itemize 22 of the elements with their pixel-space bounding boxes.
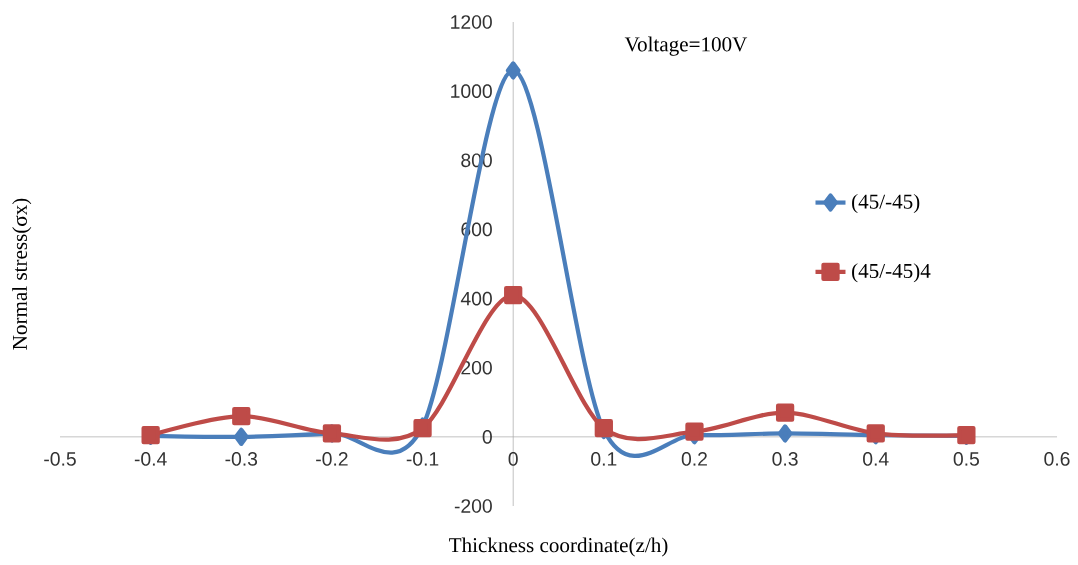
x-tick-label: 0.4 [863, 452, 889, 466]
x-axis-title: Thickness coordinate(z/h) [449, 537, 668, 557]
x-tick-label: 0.3 [772, 452, 798, 466]
y-tick-label: 1200 [451, 15, 492, 29]
x-tick-label: -0.2 [316, 452, 348, 466]
y-tick-label: -200 [454, 499, 492, 513]
y-tick-label: 1000 [451, 84, 492, 98]
x-tick-label: 0 [508, 452, 518, 466]
x-tick-label: -0.5 [44, 452, 76, 466]
y-axis-title: Normal stress(σx) [12, 198, 32, 350]
x-tick-label: -0.4 [134, 452, 167, 466]
x-tick-label: 0.2 [681, 452, 707, 466]
legend-label: (45/-45) [852, 193, 920, 214]
annotation: Voltage=100V [624, 36, 748, 56]
y-tick-label: 0 [482, 430, 492, 444]
x-tick-label: 0.1 [591, 452, 617, 466]
legend-label: (45/-45)4 [852, 263, 931, 283]
y-tick-label: 400 [460, 291, 492, 306]
x-tick-label: -0.1 [406, 452, 439, 466]
x-tick-label: 0.5 [953, 452, 979, 466]
x-tick-label: 0.6 [1044, 452, 1070, 466]
x-tick-label: -0.3 [225, 452, 258, 466]
